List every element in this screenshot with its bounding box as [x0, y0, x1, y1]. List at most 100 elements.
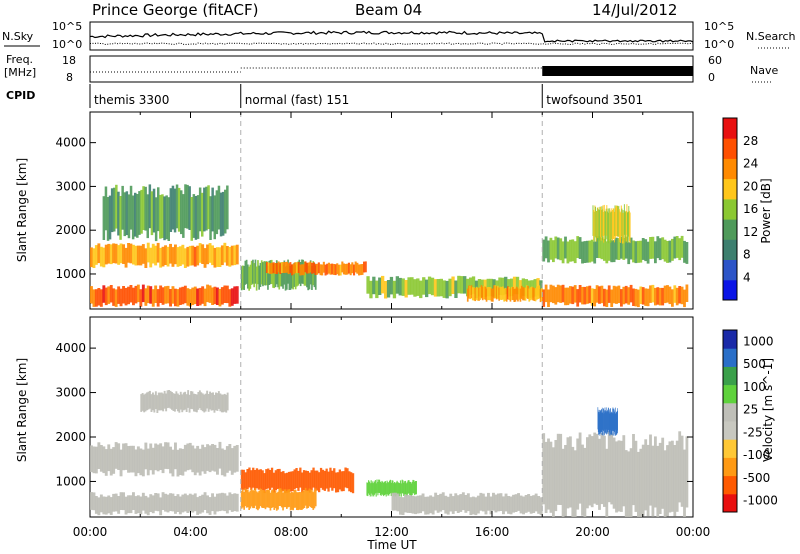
data-cell [624, 210, 626, 242]
colorbar-swatch [723, 158, 737, 180]
data-cell [386, 480, 388, 494]
data-cell [104, 287, 108, 306]
data-cell [505, 288, 508, 302]
data-cell [586, 240, 589, 263]
data-cell [614, 413, 616, 436]
data-cell [289, 492, 292, 511]
data-cell [436, 279, 440, 297]
data-cell [338, 469, 341, 490]
y-tick-label: 2000 [55, 430, 86, 444]
data-cell [139, 245, 143, 266]
x-tick-labels: 00:00 04:00 08:00 12:00 16:00 20:00 00:00 [73, 525, 711, 539]
data-cell [668, 240, 672, 263]
data-cell [685, 284, 689, 302]
velocity-colorbar-label: Velocity [m s^-1] [761, 358, 775, 462]
x-tick-label: 12:00 [374, 525, 409, 539]
data-cell [675, 236, 679, 258]
data-cell [211, 187, 214, 232]
data-cell [235, 244, 239, 265]
freq-bottom-tick: 8 [66, 71, 73, 84]
data-cell [193, 286, 197, 305]
y-tick-label: 2000 [55, 223, 86, 237]
data-cell [627, 212, 628, 243]
data-cell [611, 413, 613, 436]
data-cell [308, 472, 311, 493]
data-cell [171, 185, 175, 230]
data-cell [293, 469, 296, 490]
data-cell [538, 285, 541, 299]
data-cell [625, 212, 627, 243]
data-cell [107, 444, 111, 472]
data-cell [141, 492, 145, 511]
data-cell [99, 246, 103, 267]
data-cell [446, 496, 450, 515]
data-cell [426, 496, 430, 515]
colorbar-frame [722, 329, 738, 513]
data-cell [275, 263, 278, 274]
data-cell [601, 412, 603, 435]
data-cell [593, 241, 597, 264]
data-cell [114, 493, 118, 512]
data-cell [99, 494, 103, 513]
data-cell [284, 266, 287, 291]
data-cell [309, 489, 312, 508]
data-cell [404, 280, 408, 298]
data-cell [205, 186, 208, 231]
data-cell [171, 449, 175, 477]
data-cell [651, 284, 655, 303]
data-cell [509, 496, 513, 515]
data-cell [434, 492, 438, 511]
data-cell [527, 494, 531, 512]
data-cell [475, 286, 478, 300]
data-cell [552, 240, 555, 263]
data-cell [466, 288, 469, 302]
data-cell [191, 391, 194, 410]
data-cell [507, 496, 510, 514]
data-cell [208, 497, 212, 515]
data-cell [521, 278, 525, 296]
data-cell [223, 493, 227, 512]
data-cell [273, 264, 276, 289]
data-cell [208, 285, 212, 303]
data-cell [141, 284, 145, 303]
data-cell [427, 276, 432, 295]
data-cell [165, 195, 168, 240]
data-cell [282, 492, 284, 511]
data-cell [242, 469, 245, 490]
data-cell [569, 239, 572, 262]
data-cell [151, 289, 155, 307]
power-colorbar: 4 8 12 16 20 24 28 [722, 117, 758, 301]
velocity-colorbar-tick: 25 [743, 403, 758, 417]
data-cell [583, 286, 587, 305]
data-cell [524, 287, 527, 301]
nsearch-label: N.Search [746, 30, 796, 43]
data-cell [576, 438, 580, 510]
data-cell [139, 448, 143, 476]
data-cell [312, 492, 315, 510]
search-top-tick: 10^5 [704, 20, 734, 33]
data-cell [149, 443, 153, 471]
data-cell [144, 495, 148, 514]
data-cell [230, 245, 234, 266]
data-cell [283, 489, 286, 508]
data-cell [522, 496, 525, 515]
power-colorbar-label: Power [dB] [759, 178, 773, 243]
data-cell [203, 248, 207, 268]
data-cell [547, 240, 550, 263]
data-cell [196, 288, 200, 306]
data-cell [481, 493, 485, 512]
data-cell [304, 487, 307, 506]
data-cell [404, 480, 407, 495]
data-cell [230, 494, 234, 512]
data-cell [654, 287, 657, 306]
data-cell [508, 286, 510, 300]
data-cell [668, 286, 672, 305]
data-cell [263, 490, 266, 508]
data-cell [608, 208, 610, 239]
data-cell [600, 237, 604, 260]
data-cell [624, 450, 628, 517]
data-cell [247, 264, 249, 289]
data-cell [402, 480, 404, 494]
data-cell [252, 490, 254, 509]
data-cell [151, 243, 155, 264]
